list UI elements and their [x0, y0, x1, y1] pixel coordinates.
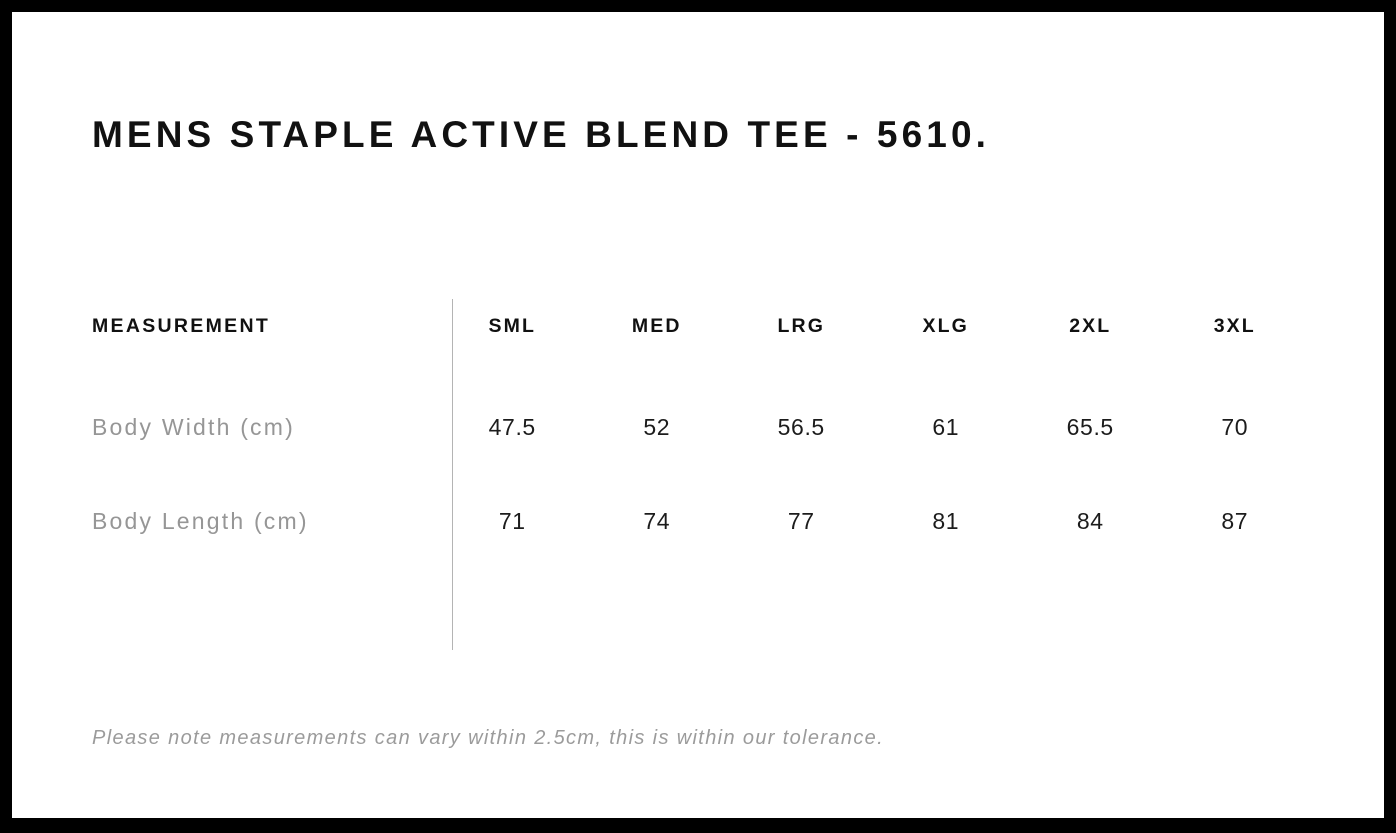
size-chart-table: MEASUREMENT SML MED LRG XLG 2XL 3XL Body…	[92, 272, 1307, 568]
cell-body-width-lrg: 56.5	[777, 413, 825, 440]
cell-body-length-3xl: 87	[1221, 507, 1249, 534]
column-header-med: MED	[631, 314, 682, 337]
row-label-body-width: Body Width (cm)	[92, 413, 295, 440]
cell-body-length-med: 74	[643, 507, 671, 534]
cell-body-length-xlg: 81	[932, 507, 960, 534]
column-header-xlg: XLG	[922, 314, 969, 337]
cell-body-length-sml: 71	[498, 507, 526, 534]
page-title: MENS STAPLE ACTIVE BLEND TEE - 5610.	[92, 114, 991, 155]
cell-body-width-sml: 47.5	[488, 413, 536, 440]
size-guide-card: MENS STAPLE ACTIVE BLEND TEE - 5610. MEA…	[12, 12, 1384, 818]
column-header-lrg: LRG	[777, 314, 825, 337]
cell-body-width-med: 52	[643, 413, 671, 440]
column-header-3xl: 3XL	[1213, 314, 1256, 337]
table-row: Body Length (cm) 71 74 77 81 84 87	[92, 474, 1307, 568]
tolerance-note: Please note measurements can vary within…	[92, 727, 885, 749]
cell-body-width-2xl: 65.5	[1066, 413, 1114, 440]
column-divider	[452, 299, 453, 650]
column-header-sml: SML	[488, 314, 536, 337]
cell-body-length-2xl: 84	[1076, 507, 1104, 534]
table-header-row: MEASUREMENT SML MED LRG XLG 2XL 3XL	[92, 272, 1307, 380]
cell-body-width-xlg: 61	[932, 413, 960, 440]
cell-body-width-3xl: 70	[1221, 413, 1249, 440]
column-header-2xl: 2XL	[1069, 314, 1112, 337]
table-row: Body Width (cm) 47.5 52 56.5 61 65.5 70	[92, 380, 1307, 474]
column-header-measurement: MEASUREMENT	[92, 314, 271, 337]
cell-body-length-lrg: 77	[787, 507, 815, 534]
row-label-body-length: Body Length (cm)	[92, 507, 309, 534]
